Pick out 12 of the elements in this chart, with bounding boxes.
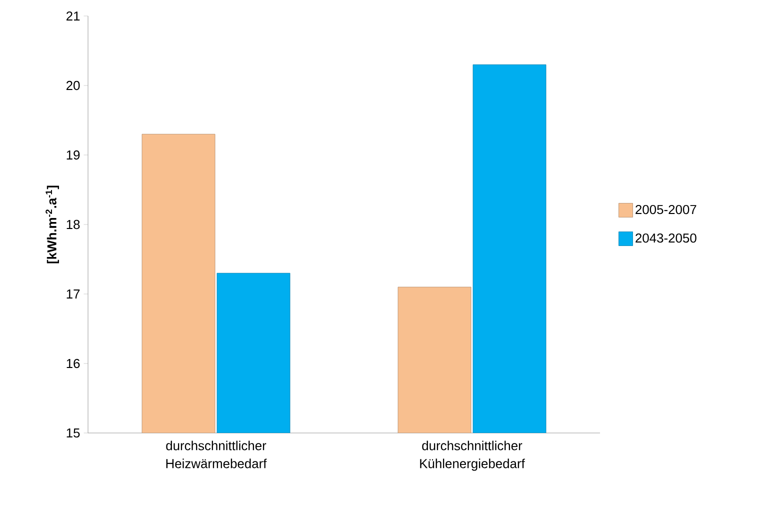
x-tick-label: durchschnittlicher Kühlenergiebedarf bbox=[420, 440, 525, 471]
y-tick-label: 20 bbox=[66, 80, 80, 90]
y-tick-label: 16 bbox=[66, 358, 80, 368]
legend-label: 2005-2007 bbox=[636, 204, 696, 214]
y-tick-label: 17 bbox=[66, 290, 80, 298]
y-tick-label: 19 bbox=[66, 150, 80, 160]
y-tick-label: 21 bbox=[66, 11, 80, 21]
x-tick-label: durchschnittlicher Heizwärmebedarf bbox=[166, 440, 267, 468]
y-axis-title: [kWh.m$^{-2}$.a$^{-1}$] bbox=[46, 186, 59, 264]
y-tick-label: 18 bbox=[66, 220, 80, 230]
y-tick-label: 15 bbox=[66, 428, 80, 438]
legend-label: 2043-2050 bbox=[636, 233, 696, 243]
